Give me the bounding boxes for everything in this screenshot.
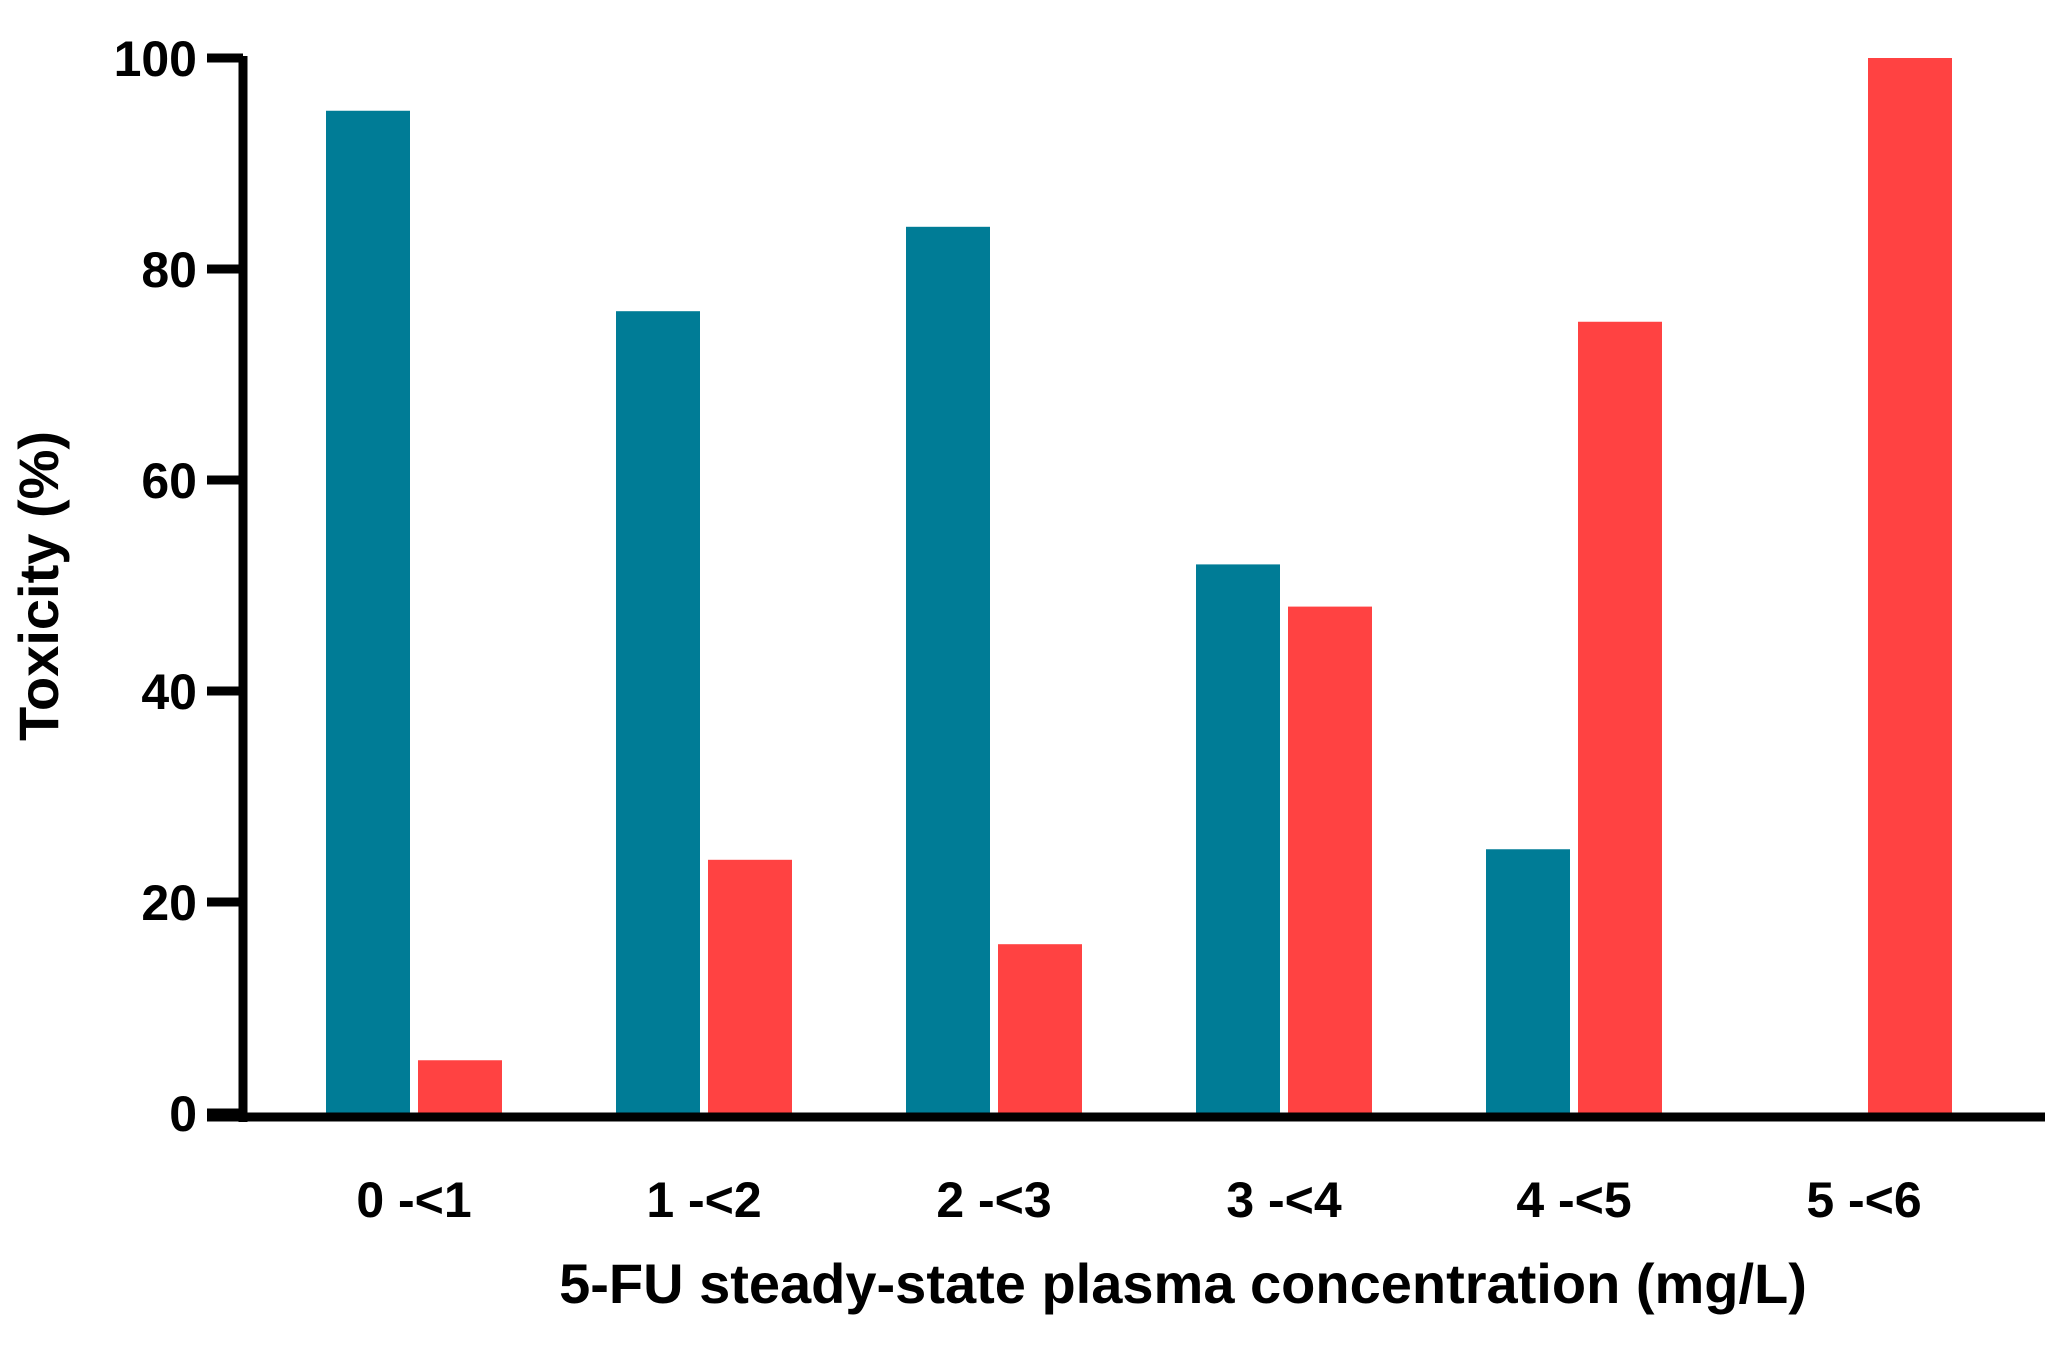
bars-layer <box>326 58 1952 1114</box>
axes-layer <box>207 56 2045 1122</box>
bar-2-4 <box>1288 606 1372 1113</box>
bar-2-2 <box>708 859 792 1113</box>
y-tick-label: 20 <box>141 875 197 931</box>
bar-2-6 <box>1868 58 1952 1113</box>
x-tick-label: 0 -<1 <box>356 1172 471 1228</box>
x-tick-label: 3 -<4 <box>1226 1172 1342 1228</box>
y-tick-label: 80 <box>141 242 197 298</box>
bar-1-3 <box>906 226 990 1114</box>
bar-1-2 <box>616 311 700 1113</box>
y-axis-title: Toxicity (%) <box>7 431 70 741</box>
bar-2-5 <box>1578 321 1662 1113</box>
x-axis-title: 5-FU steady-state plasma concentration (… <box>559 1252 1807 1315</box>
bar-1-1 <box>326 110 410 1113</box>
y-ticks-layer: 0 20 40 60 80 100 <box>114 31 243 1142</box>
bar-2-3 <box>998 944 1082 1113</box>
x-tick-label: 5 -<6 <box>1806 1172 1921 1228</box>
bar-1-4 <box>1196 564 1280 1113</box>
bar-1-5 <box>1486 849 1570 1113</box>
y-tick-label: 60 <box>141 453 197 509</box>
x-tick-label: 2 -<3 <box>936 1172 1051 1228</box>
y-tick-label: 40 <box>141 664 197 720</box>
x-tick-label: 1 -<2 <box>646 1172 761 1228</box>
x-tick-labels-layer: 0 -<1 1 -<2 2 -<3 3 -<4 4 -<5 5 -<6 <box>356 1172 1921 1228</box>
y-tick-label: 100 <box>114 31 197 87</box>
x-tick-label: 4 -<5 <box>1516 1172 1631 1228</box>
bar-2-1 <box>418 1060 502 1113</box>
y-tick-label: 0 <box>169 1086 197 1142</box>
